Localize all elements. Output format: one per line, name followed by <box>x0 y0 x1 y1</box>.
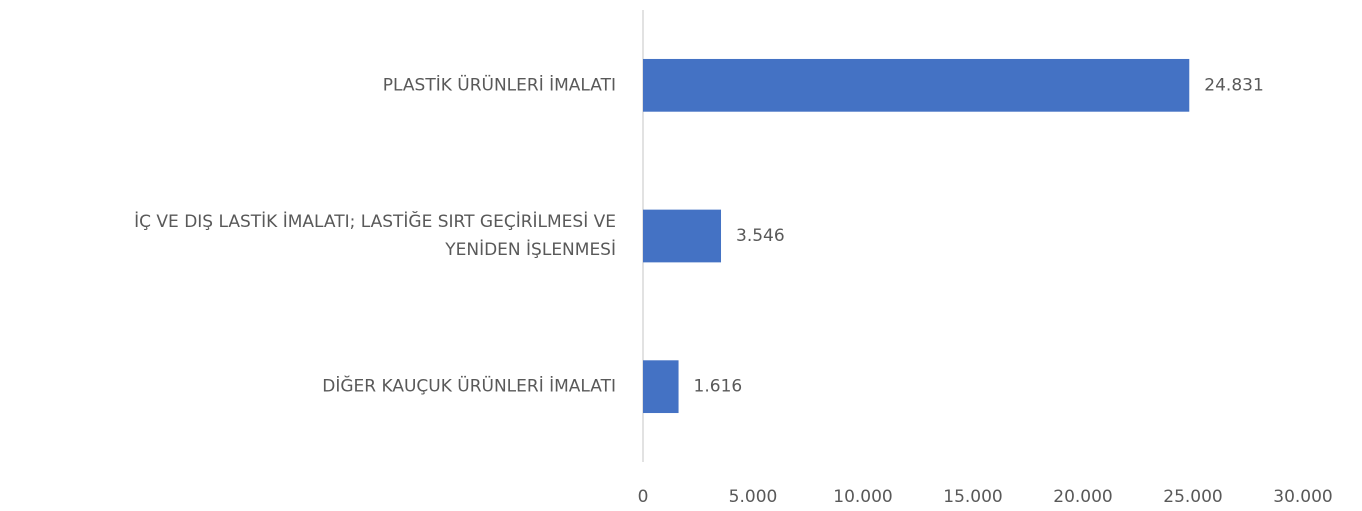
y-tick-label: İÇ VE DIŞ LASTİK İMALATI; LASTİĞE SIRT G… <box>134 210 616 260</box>
x-tick-label: 20.000 <box>1053 487 1112 507</box>
x-tick-label: 30.000 <box>1273 487 1332 507</box>
bar <box>643 209 722 263</box>
x-tick-label: 5.000 <box>729 487 778 507</box>
x-tick-label: 25.000 <box>1163 487 1222 507</box>
data-label: 24.831 <box>1204 75 1263 95</box>
x-tick-label: 0 <box>638 487 649 507</box>
y-tick-label: DİĞER KAUÇUK ÜRÜNLERİ İMALATI <box>322 375 616 397</box>
y-tick-label: PLASTİK ÜRÜNLERİ İMALATI <box>383 73 616 95</box>
bar <box>643 360 679 414</box>
data-label: 1.616 <box>694 377 743 397</box>
data-label: 3.546 <box>736 226 785 246</box>
x-tick-label: 15.000 <box>943 487 1002 507</box>
bar <box>643 58 1190 112</box>
x-tick-label: 10.000 <box>833 487 892 507</box>
